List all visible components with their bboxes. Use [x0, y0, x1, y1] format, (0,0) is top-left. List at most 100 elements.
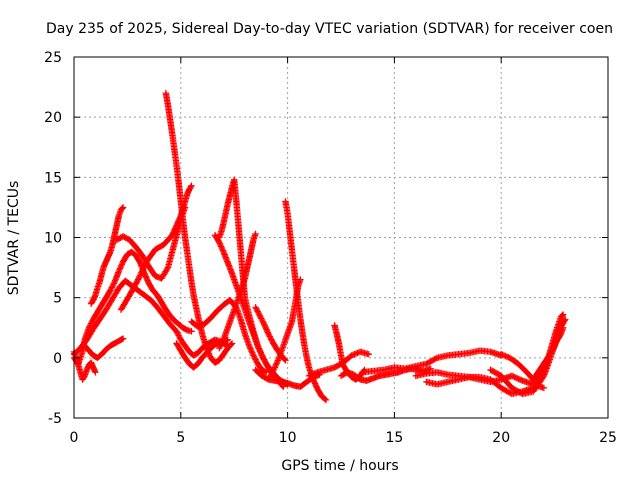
data-point [268, 371, 275, 378]
data-point [272, 362, 279, 370]
data-point [118, 261, 126, 268]
data-point [116, 266, 123, 274]
series-arc-9 [173, 338, 231, 371]
data-point [266, 333, 273, 340]
data-point [271, 364, 278, 371]
data-point [274, 358, 281, 366]
y-tick-label: 25 [44, 50, 62, 66]
data-point [136, 273, 143, 281]
data-point [258, 350, 265, 358]
data-point [562, 316, 569, 323]
data-point [223, 341, 230, 349]
data-point [109, 281, 117, 289]
y-axis-label: SDTVAR / TECUs [6, 181, 22, 296]
data-point [268, 369, 276, 377]
data-point [260, 356, 268, 363]
data-point [270, 367, 277, 374]
data-point [559, 324, 567, 331]
data-point [87, 320, 95, 327]
data-point [253, 357, 260, 365]
data-point [217, 243, 225, 250]
data-point [551, 343, 558, 350]
data-point [549, 347, 556, 354]
data-point [258, 316, 266, 324]
data-point [119, 205, 126, 212]
data-point [116, 265, 124, 272]
data-point [216, 343, 224, 351]
data-point [107, 287, 114, 294]
data-point [261, 357, 269, 365]
data-point [551, 341, 559, 349]
data-point [170, 227, 178, 235]
data-point [173, 222, 180, 229]
data-point [92, 369, 99, 376]
series-arc-10 [188, 296, 270, 376]
data-point [354, 349, 361, 357]
data-point [255, 345, 263, 352]
data-point [256, 348, 264, 355]
data-point [255, 309, 262, 317]
data-point [559, 311, 567, 318]
data-point [172, 225, 179, 232]
data-point [258, 315, 265, 322]
data-point [246, 343, 253, 351]
data-point [305, 372, 313, 380]
data-point [115, 267, 123, 275]
data-point [138, 269, 145, 276]
data-point [500, 352, 508, 359]
data-point [140, 263, 148, 271]
data-point [253, 305, 260, 312]
data-point [109, 283, 116, 290]
series-arc-24 [487, 316, 569, 398]
x-tick-label: 5 [176, 430, 185, 446]
data-point [108, 284, 115, 291]
data-point [176, 333, 183, 341]
data-point [219, 337, 227, 345]
series-arc-6 [113, 204, 189, 282]
y-tick-label: 15 [44, 170, 62, 186]
data-point [252, 230, 259, 238]
data-point [269, 368, 276, 375]
data-point [254, 308, 261, 315]
data-point [216, 345, 223, 352]
data-point [273, 360, 280, 367]
data-point [255, 343, 262, 351]
y-tick-label: 10 [44, 231, 62, 247]
data-point [142, 273, 149, 280]
data-point [267, 334, 274, 342]
data-point [263, 327, 271, 335]
data-point [136, 272, 144, 279]
x-tick-label: 15 [385, 430, 403, 446]
data-point [188, 328, 195, 335]
y-tick-label: -5 [48, 411, 62, 427]
data-point [187, 183, 194, 191]
data-point [281, 356, 288, 363]
data-point [256, 312, 264, 319]
data-point [224, 342, 231, 349]
data-point [275, 356, 282, 363]
data-point [308, 371, 316, 378]
data-point [559, 312, 566, 319]
data-point [503, 353, 511, 360]
data-point [143, 275, 151, 283]
data-point [351, 351, 358, 358]
data-point [163, 265, 171, 273]
series-arc-2 [70, 277, 231, 359]
x-tick-label: 10 [279, 430, 297, 446]
data-point [188, 182, 195, 189]
data-point [561, 317, 568, 324]
data-point [257, 349, 264, 356]
data-point [260, 355, 267, 362]
data-point [173, 220, 181, 228]
data-point [270, 365, 278, 373]
data-point [261, 322, 268, 329]
data-point [255, 311, 263, 318]
data-point [312, 381, 319, 389]
data-point [118, 335, 126, 343]
data-point [313, 383, 320, 390]
data-point [251, 355, 259, 362]
data-point [139, 266, 146, 274]
data-point [259, 353, 266, 361]
data-point [432, 355, 439, 362]
data-point [219, 245, 226, 253]
